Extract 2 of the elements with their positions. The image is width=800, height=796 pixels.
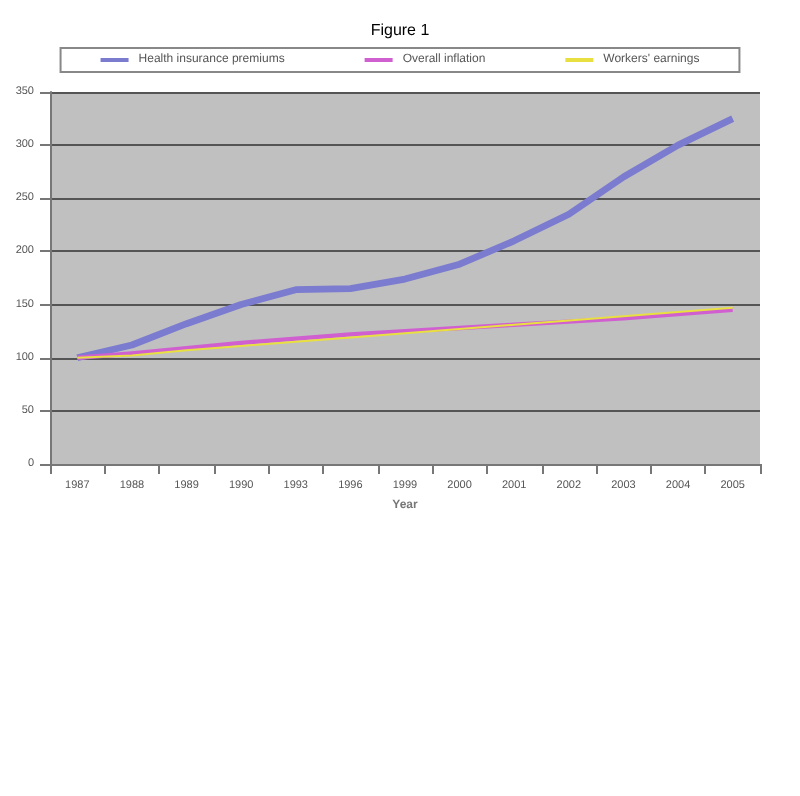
line-series (73, 115, 737, 362)
chart-title: Figure 1 (370, 21, 431, 39)
